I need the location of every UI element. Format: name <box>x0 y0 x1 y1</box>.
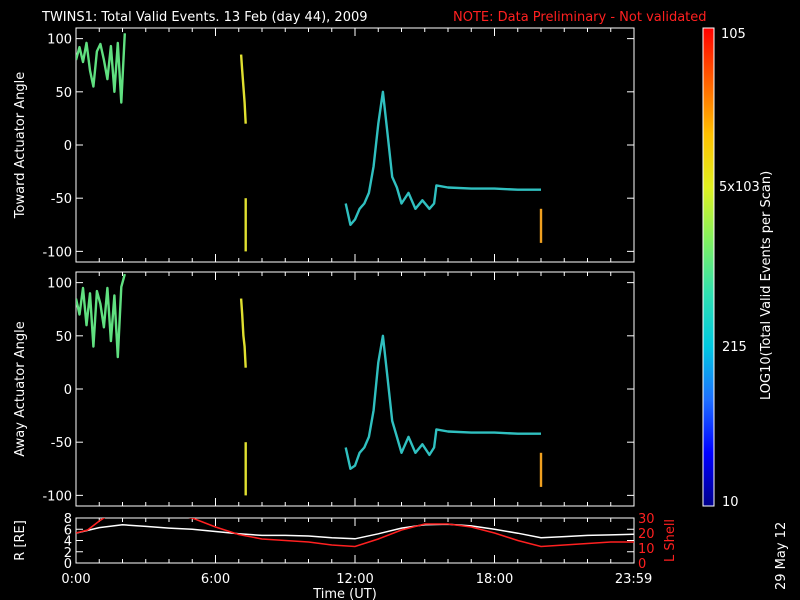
data-segment <box>239 298 247 368</box>
y2-tick-label: 30 <box>638 512 655 527</box>
y-tick-label: 0 <box>64 557 72 572</box>
colorbar-scale <box>702 27 715 507</box>
y-tick-label: 0 <box>64 383 72 398</box>
x-tick-label: 23:59 <box>615 572 652 587</box>
y-tick-label: -100 <box>42 489 72 504</box>
y-tick-label: 50 <box>55 330 72 345</box>
chart-title: TWINS1: Total Valid Events. 13 Feb (day … <box>41 10 368 25</box>
y-tick-label: 2 <box>64 546 72 561</box>
y-tick-label: 0 <box>64 139 72 154</box>
toward-angle-panel: -100 -50 0 50 100 Toward Actuator Angle <box>13 27 635 263</box>
plot-frame <box>75 27 635 263</box>
colorbar-tick-1e5: 105 <box>721 27 746 42</box>
data-segment <box>76 33 126 104</box>
colorbar-tick-10: 10 <box>722 495 739 510</box>
y-tick-label: 4 <box>64 535 72 550</box>
y2-tick-label: 10 <box>638 542 655 557</box>
y-tick-label: 6 <box>64 523 72 538</box>
y-tick-label: 100 <box>47 277 72 292</box>
y-tick-label: 50 <box>55 86 72 101</box>
l-shell-line <box>76 518 634 548</box>
data-segment <box>239 54 247 124</box>
data-segment <box>344 334 541 470</box>
x-tick-label: 12:00 <box>336 572 373 587</box>
date-stamp: 29 May 12 <box>774 522 789 590</box>
y-axis-label: R [RE] <box>13 520 28 561</box>
colorbar-label: LOG10(Total Valid Events per Scan) <box>759 171 774 400</box>
away-angle-panel: -100 -50 0 50 100 Away Actuator Angle <box>13 271 635 507</box>
data-segment <box>76 273 126 359</box>
plot-frame <box>75 271 635 507</box>
y-tick-label: 100 <box>47 33 72 48</box>
colorbar: 10 215 5x103 105 LOG10(Total Valid Event… <box>702 27 774 510</box>
y2-tick-label: 20 <box>638 527 655 542</box>
y-tick-label: -50 <box>51 436 72 451</box>
preliminary-note: NOTE: Data Preliminary - Not validated <box>453 10 707 25</box>
y-axis-label: Toward Actuator Angle <box>13 72 28 219</box>
y-axis-label: Away Actuator Angle <box>13 321 28 456</box>
colorbar-tick-215: 215 <box>722 340 747 355</box>
x-tick-label: 18:00 <box>476 572 513 587</box>
y-tick-label: 8 <box>64 512 72 527</box>
y2-axis-label: L Shell <box>663 519 678 562</box>
y-tick-label: -100 <box>42 245 72 260</box>
y2-tick-label: 0 <box>638 557 646 572</box>
x-axis-label: Time (UT) <box>312 587 377 600</box>
x-tick-label: 6:00 <box>201 572 230 587</box>
radius-line <box>76 523 634 540</box>
y-tick-label: -50 <box>51 192 72 207</box>
data-segment <box>344 90 541 227</box>
colorbar-tick-5e3: 5x103 <box>719 180 760 195</box>
x-tick-label: 0:00 <box>61 572 90 587</box>
